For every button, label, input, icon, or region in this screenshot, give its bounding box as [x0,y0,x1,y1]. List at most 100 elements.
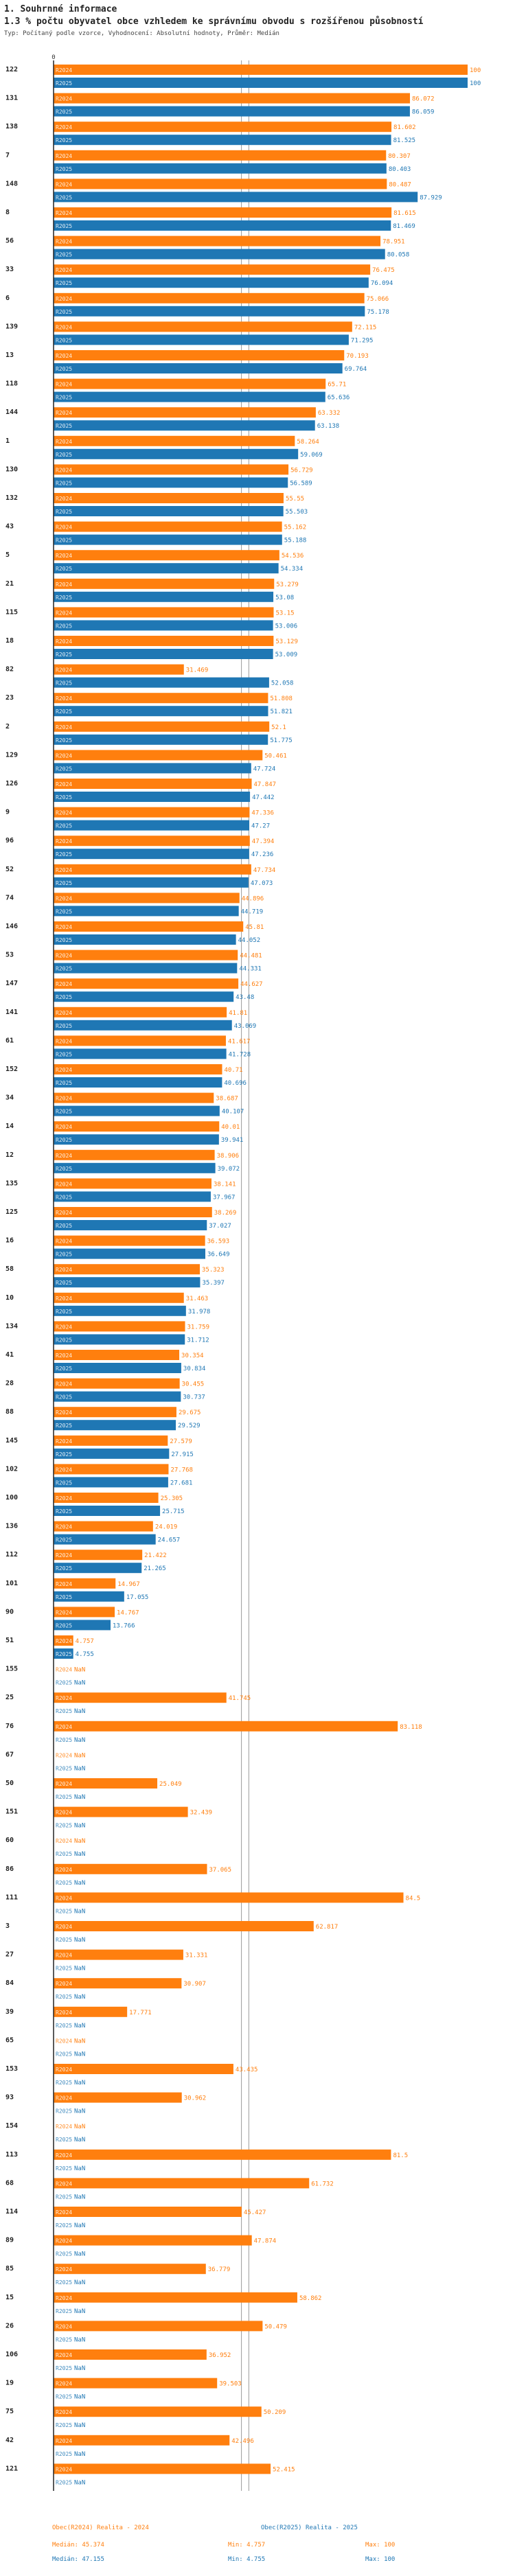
section-heading: 1. Souhrnné informace [4,4,117,14]
value-label: 36.649 [207,1252,230,1258]
series-tag-r2024: R2024 [56,2010,72,2016]
value-label: 81.469 [393,223,415,230]
bar-r2024 [54,1149,215,1160]
series-tag-r2024: R2024 [56,1724,72,1730]
bar-r2025 [54,1534,156,1545]
series-tag-r2024: R2024 [56,1810,72,1816]
bar-r2024 [54,2463,271,2474]
bar-r2024 [54,636,274,646]
series-tag-r2024: R2024 [56,1410,72,1416]
legend-2025-max: Max: 100 [365,2556,396,2563]
bar-r2024 [54,435,295,446]
category-label: 102 [5,1465,18,1473]
bar-r2024 [54,179,387,189]
value-label: 100 [470,80,481,87]
series-tag-r2024: R2024 [56,981,72,987]
series-tag-r2024: R2024 [56,1752,72,1758]
series-tag-r2024: R2024 [56,1781,72,1787]
series-tag-r2025: R2025 [56,109,72,115]
bar-r2025 [54,706,268,717]
value-label: 31.469 [186,667,209,674]
bar-r2024 [54,1578,116,1589]
category-label: 82 [5,666,14,674]
bar-r2025 [54,106,410,117]
series-tag-r2025: R2025 [56,994,72,1000]
value-label: 40.696 [224,1080,247,1087]
series-tag-r2024: R2024 [56,610,72,616]
value-label: 30.834 [183,1366,206,1372]
bar-r2025 [54,763,251,774]
series-tag-r2025: R2025 [56,794,72,801]
bar-r2025 [54,1506,161,1516]
category-label: 56 [5,238,14,245]
value-label: 52.415 [273,2466,295,2473]
category-label: 19 [5,2380,14,2387]
series-tag-r2025: R2025 [56,1366,72,1372]
series-tag-r2025: R2025 [56,851,72,858]
value-label: 38.906 [217,1153,240,1160]
value-label: 43.435 [236,2067,258,2073]
series-tag-r2025: R2025 [56,1794,72,1800]
legend-2025-min: Min: 4.755 [228,2556,266,2563]
bar-r2025 [54,1134,219,1145]
series-tag-r2024: R2024 [56,1609,72,1615]
value-label: 75.178 [367,309,389,316]
series-tag-r2024: R2024 [56,1353,72,1359]
bar-r2025 [54,1048,227,1059]
bar-r2024 [54,378,326,389]
series-tag-r2025: R2025 [56,1851,72,1857]
value-label: 75.066 [367,296,389,303]
bar-r2025 [54,1277,201,1288]
value-label: 53.08 [275,595,294,601]
series-tag-r2025: R2025 [56,2336,72,2343]
value-label: 17.771 [129,2010,152,2016]
value-label: 30.737 [183,1394,205,1401]
series-tag-r2024: R2024 [56,2038,72,2044]
category-label: 52 [5,866,14,873]
value-label: 42.496 [231,2438,254,2445]
chart-subtitle: Typ: Počítaný podle vzorce, Vyhodnocení:… [4,30,279,37]
value-label: 14.767 [117,1609,139,1616]
series-tag-r2025: R2025 [56,1680,72,1686]
series-tag-r2025: R2025 [56,1137,72,1143]
category-label: 14 [5,1123,14,1130]
category-label: 25 [5,1694,14,1701]
bar-r2024 [54,2092,182,2103]
series-tag-r2025: R2025 [56,2308,72,2314]
bar-r2024 [54,950,238,961]
value-label: 4.757 [76,1638,94,1645]
series-tag-r2025: R2025 [56,766,72,772]
bar-r2025 [54,363,343,373]
value-label: 47.442 [252,794,275,801]
series-tag-r2024: R2024 [56,810,72,816]
category-label: 58 [5,1265,14,1273]
value-label: 53.006 [275,623,298,630]
value-label: 72.115 [354,324,377,331]
series-tag-r2024: R2024 [56,1010,72,1016]
series-tag-r2024: R2024 [56,1153,72,1159]
category-label: 8 [5,209,10,216]
legend-2024-median: Medián: 45.374 [52,2542,104,2549]
value-label: 35.323 [202,1267,225,1274]
series-tag-r2024: R2024 [56,1067,72,1073]
category-label: 3 [5,1922,10,1930]
series-tag-r2025: R2025 [56,1166,72,1172]
bar-r2024 [54,235,381,246]
value-label: 36.593 [207,1239,230,1245]
value-label: 47.336 [251,810,274,817]
value-label: 47.27 [251,823,270,830]
category-label: 106 [5,2351,18,2358]
value-label: 32.439 [190,1810,213,1817]
value-label: 55.162 [284,525,307,531]
value-label: NaN [74,2080,85,2086]
value-label: NaN [74,2251,85,2258]
series-tag-r2025: R2025 [56,509,72,515]
series-tag-r2025: R2025 [56,194,72,200]
value-label: 39.941 [221,1137,244,1144]
value-label: NaN [74,2222,85,2229]
value-label: 43.069 [234,1023,257,1030]
value-label: 80.307 [388,153,411,160]
series-tag-r2024: R2024 [56,2181,72,2187]
series-tag-r2025: R2025 [56,1537,72,1543]
value-label: 45.81 [245,924,264,931]
